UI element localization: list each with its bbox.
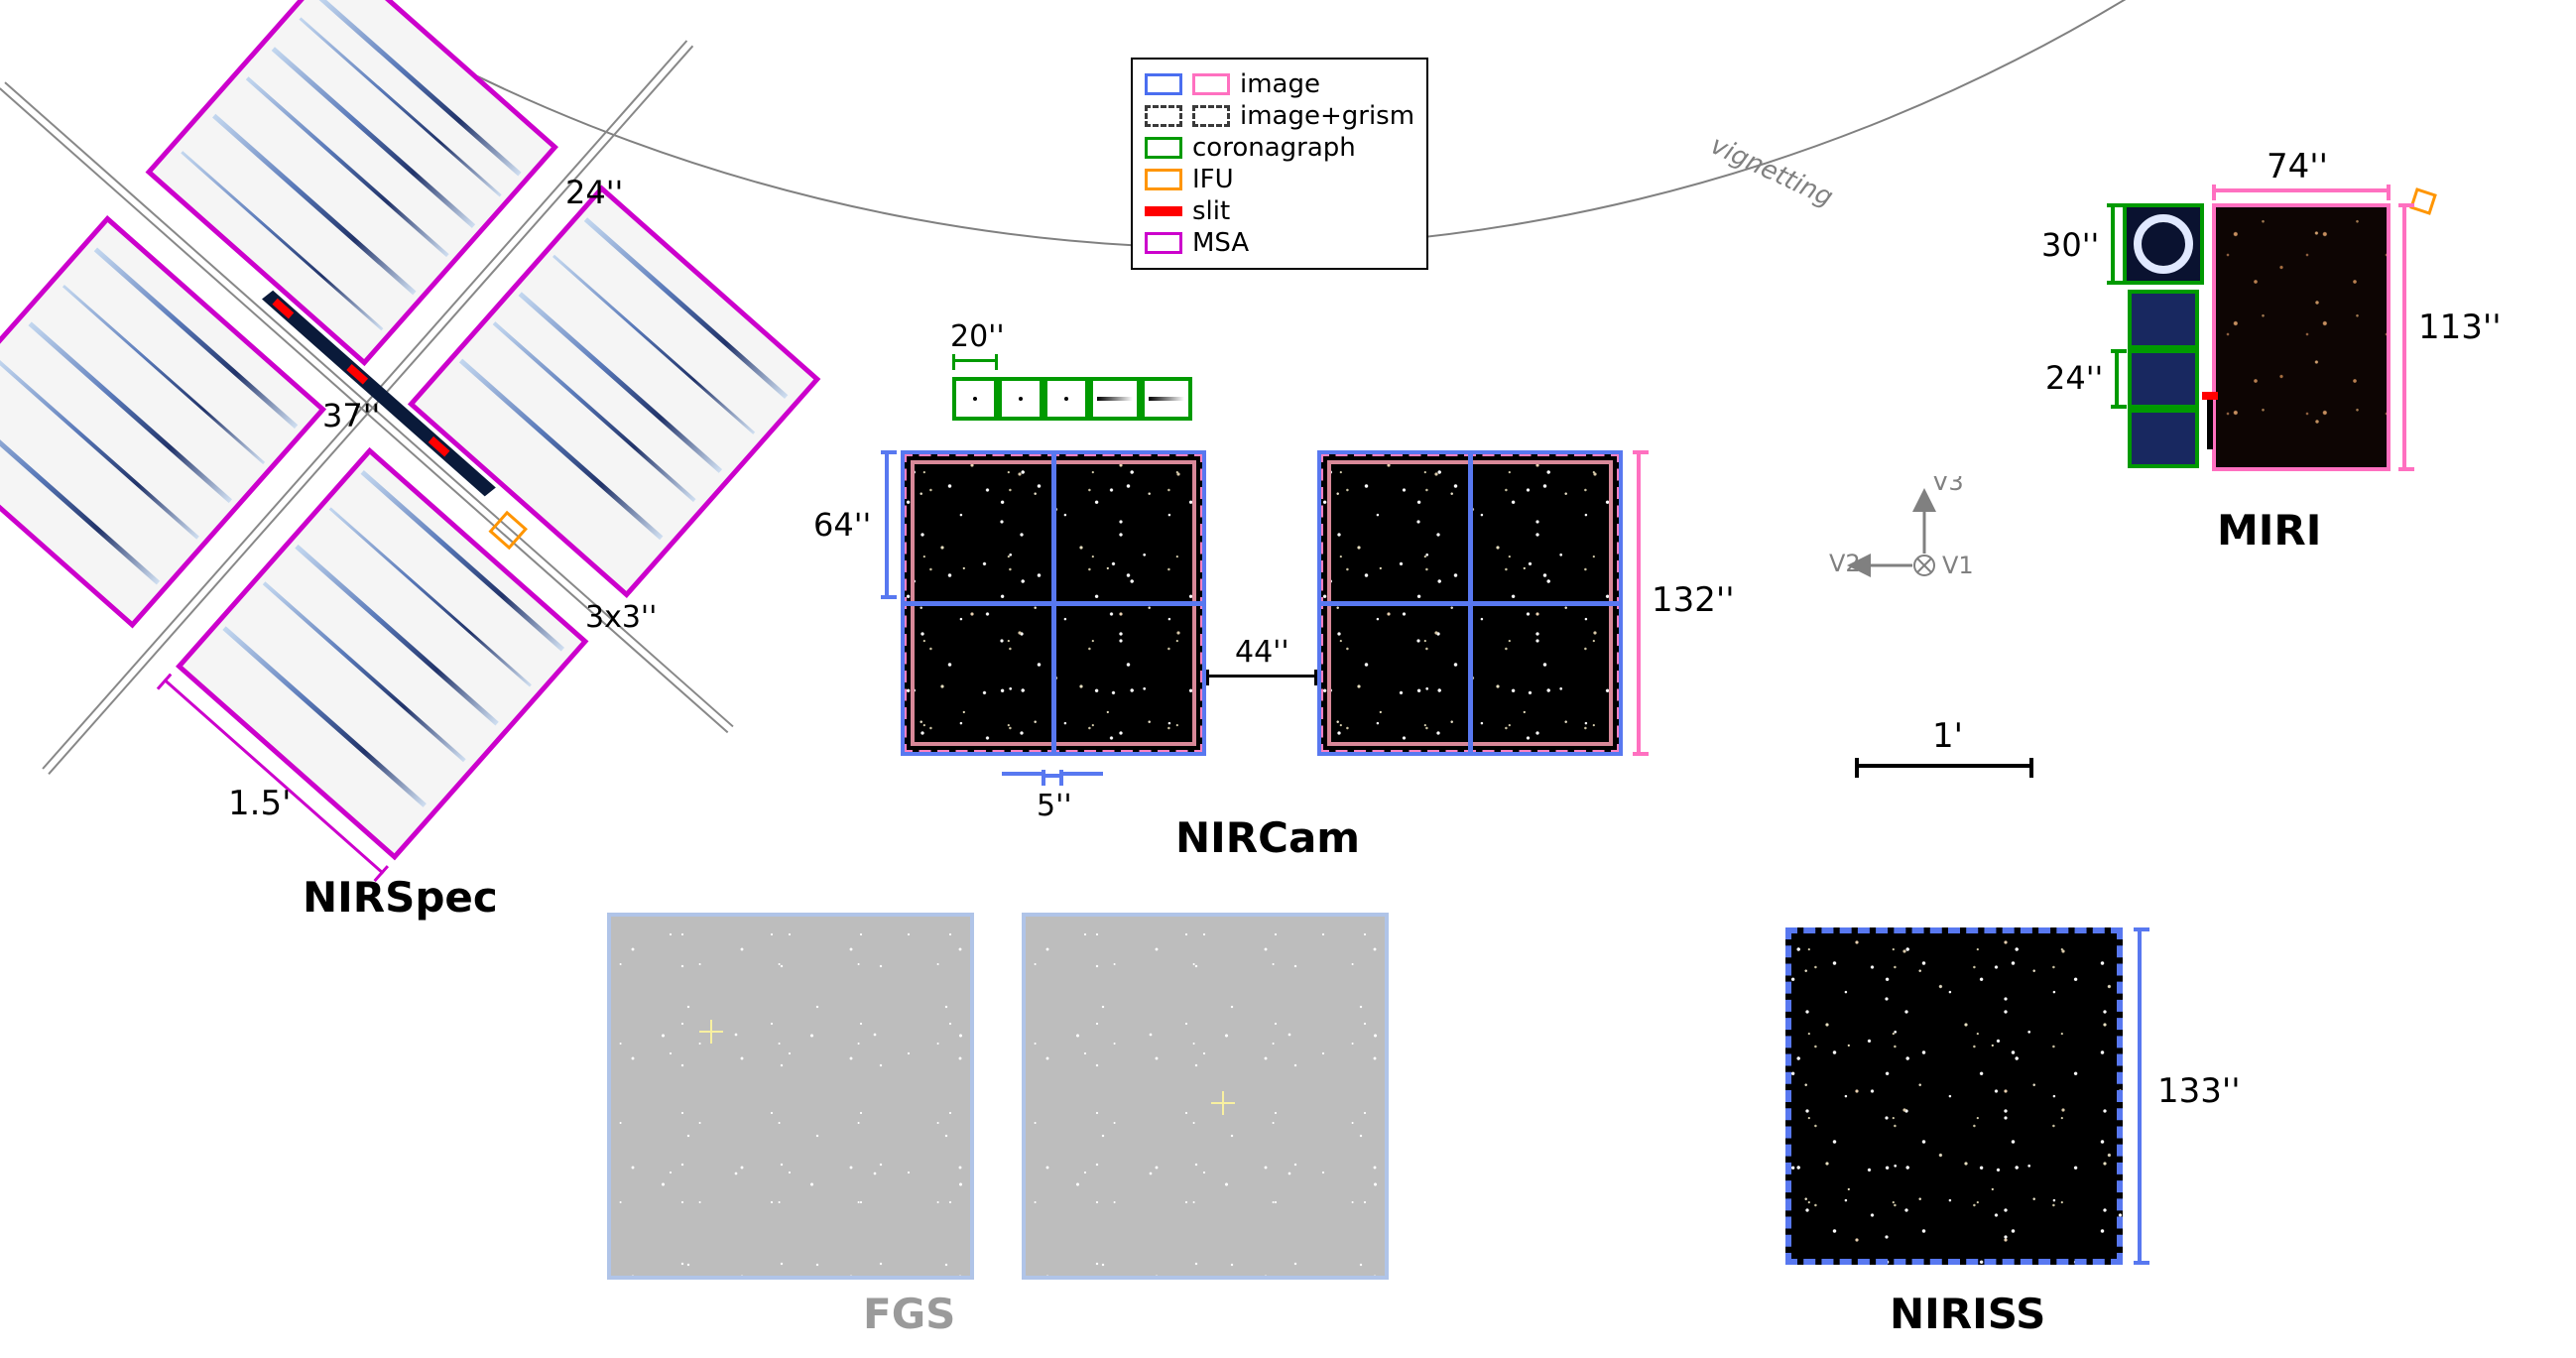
compass-v2-label: V2 (1829, 550, 1861, 577)
miri-dim-113 (2402, 203, 2406, 471)
compass-v1-label: V1 (1942, 552, 1974, 579)
niriss-title: NIRISS (1890, 1290, 2045, 1338)
legend-row-image: image (1145, 69, 1414, 99)
miri-4qpm-1 (2128, 290, 2199, 349)
miri-lyot (2123, 203, 2204, 285)
miri-title: MIRI (2217, 506, 2321, 555)
miri-slit (2207, 395, 2213, 449)
miri-dim-74-label: 74'' (2267, 147, 2328, 186)
compass: V3 V2 V1 (1825, 476, 2024, 635)
nirspec-ifu-label: 3x3'' (585, 600, 657, 635)
niriss-frame (1785, 927, 2123, 1265)
legend-row-msa: MSA (1145, 228, 1414, 258)
fgs-panel-b (1022, 913, 1389, 1280)
nirspec-dim-gap-label: 24'' (565, 174, 623, 211)
compass-v3-label: V3 (1932, 476, 1964, 496)
miri-4qpm-2 (2128, 349, 2199, 409)
nircam-coron-dim (952, 359, 998, 362)
nircam-title: NIRCam (1175, 813, 1360, 862)
nirspec-dim-quad-label: 1.5' (228, 784, 291, 823)
scalebar (1855, 764, 2033, 768)
nircam-dim-5-label: 5'' (1037, 789, 1072, 823)
nircam-dim-44-label: 44'' (1235, 635, 1289, 670)
miri-dim-30 (2111, 203, 2115, 285)
fgs-panel-a (607, 913, 974, 1280)
fgs-title: FGS (863, 1290, 955, 1338)
miri-slit-red (2202, 392, 2218, 400)
legend-row-coron: coronagraph (1145, 133, 1414, 163)
nircam-dim-5 (1043, 774, 1061, 778)
nircam-dim-64-label: 64'' (813, 506, 871, 544)
miri-dim-30-label: 30'' (2041, 226, 2099, 264)
legend-label-ifu: IFU (1192, 165, 1234, 194)
miri-imager (2212, 203, 2391, 471)
legend-box: image image+grism coronagraph IFU slit M… (1131, 58, 1428, 270)
nircam-dim-64 (885, 450, 889, 599)
niriss-dim-133-label: 133'' (2157, 1071, 2241, 1111)
legend-row-ifu: IFU (1145, 165, 1414, 194)
nircam-dim-44 (1206, 675, 1317, 678)
nircam-b-div-v (1468, 454, 1473, 752)
legend-label-msa: MSA (1192, 228, 1249, 258)
miri-dim-24-label: 24'' (2045, 359, 2103, 397)
nircam-coron-dim-label: 20'' (950, 319, 1005, 354)
nircam-dim-132-label: 132'' (1652, 580, 1735, 620)
nircam-dim-132 (1637, 450, 1641, 756)
legend-label-coron: coronagraph (1192, 133, 1356, 163)
miri-4qpm-3 (2128, 409, 2199, 468)
nircam-a-div-v (1051, 454, 1056, 752)
miri-dim-113-label: 113'' (2418, 308, 2502, 347)
legend-label-slit: slit (1192, 196, 1230, 226)
legend-label-grism: image+grism (1240, 101, 1414, 131)
nirspec-title: NIRSpec (303, 873, 498, 922)
legend-row-grism: image+grism (1145, 101, 1414, 131)
legend-label-image: image (1240, 69, 1320, 99)
miri-dim-74 (2212, 188, 2391, 192)
nirspec-dim-cross-label: 37'' (322, 397, 380, 434)
miri-dim-24 (2115, 349, 2119, 409)
scalebar-label: 1' (1932, 716, 1963, 756)
legend-row-slit: slit (1145, 196, 1414, 226)
niriss-dim-133 (2138, 927, 2142, 1265)
